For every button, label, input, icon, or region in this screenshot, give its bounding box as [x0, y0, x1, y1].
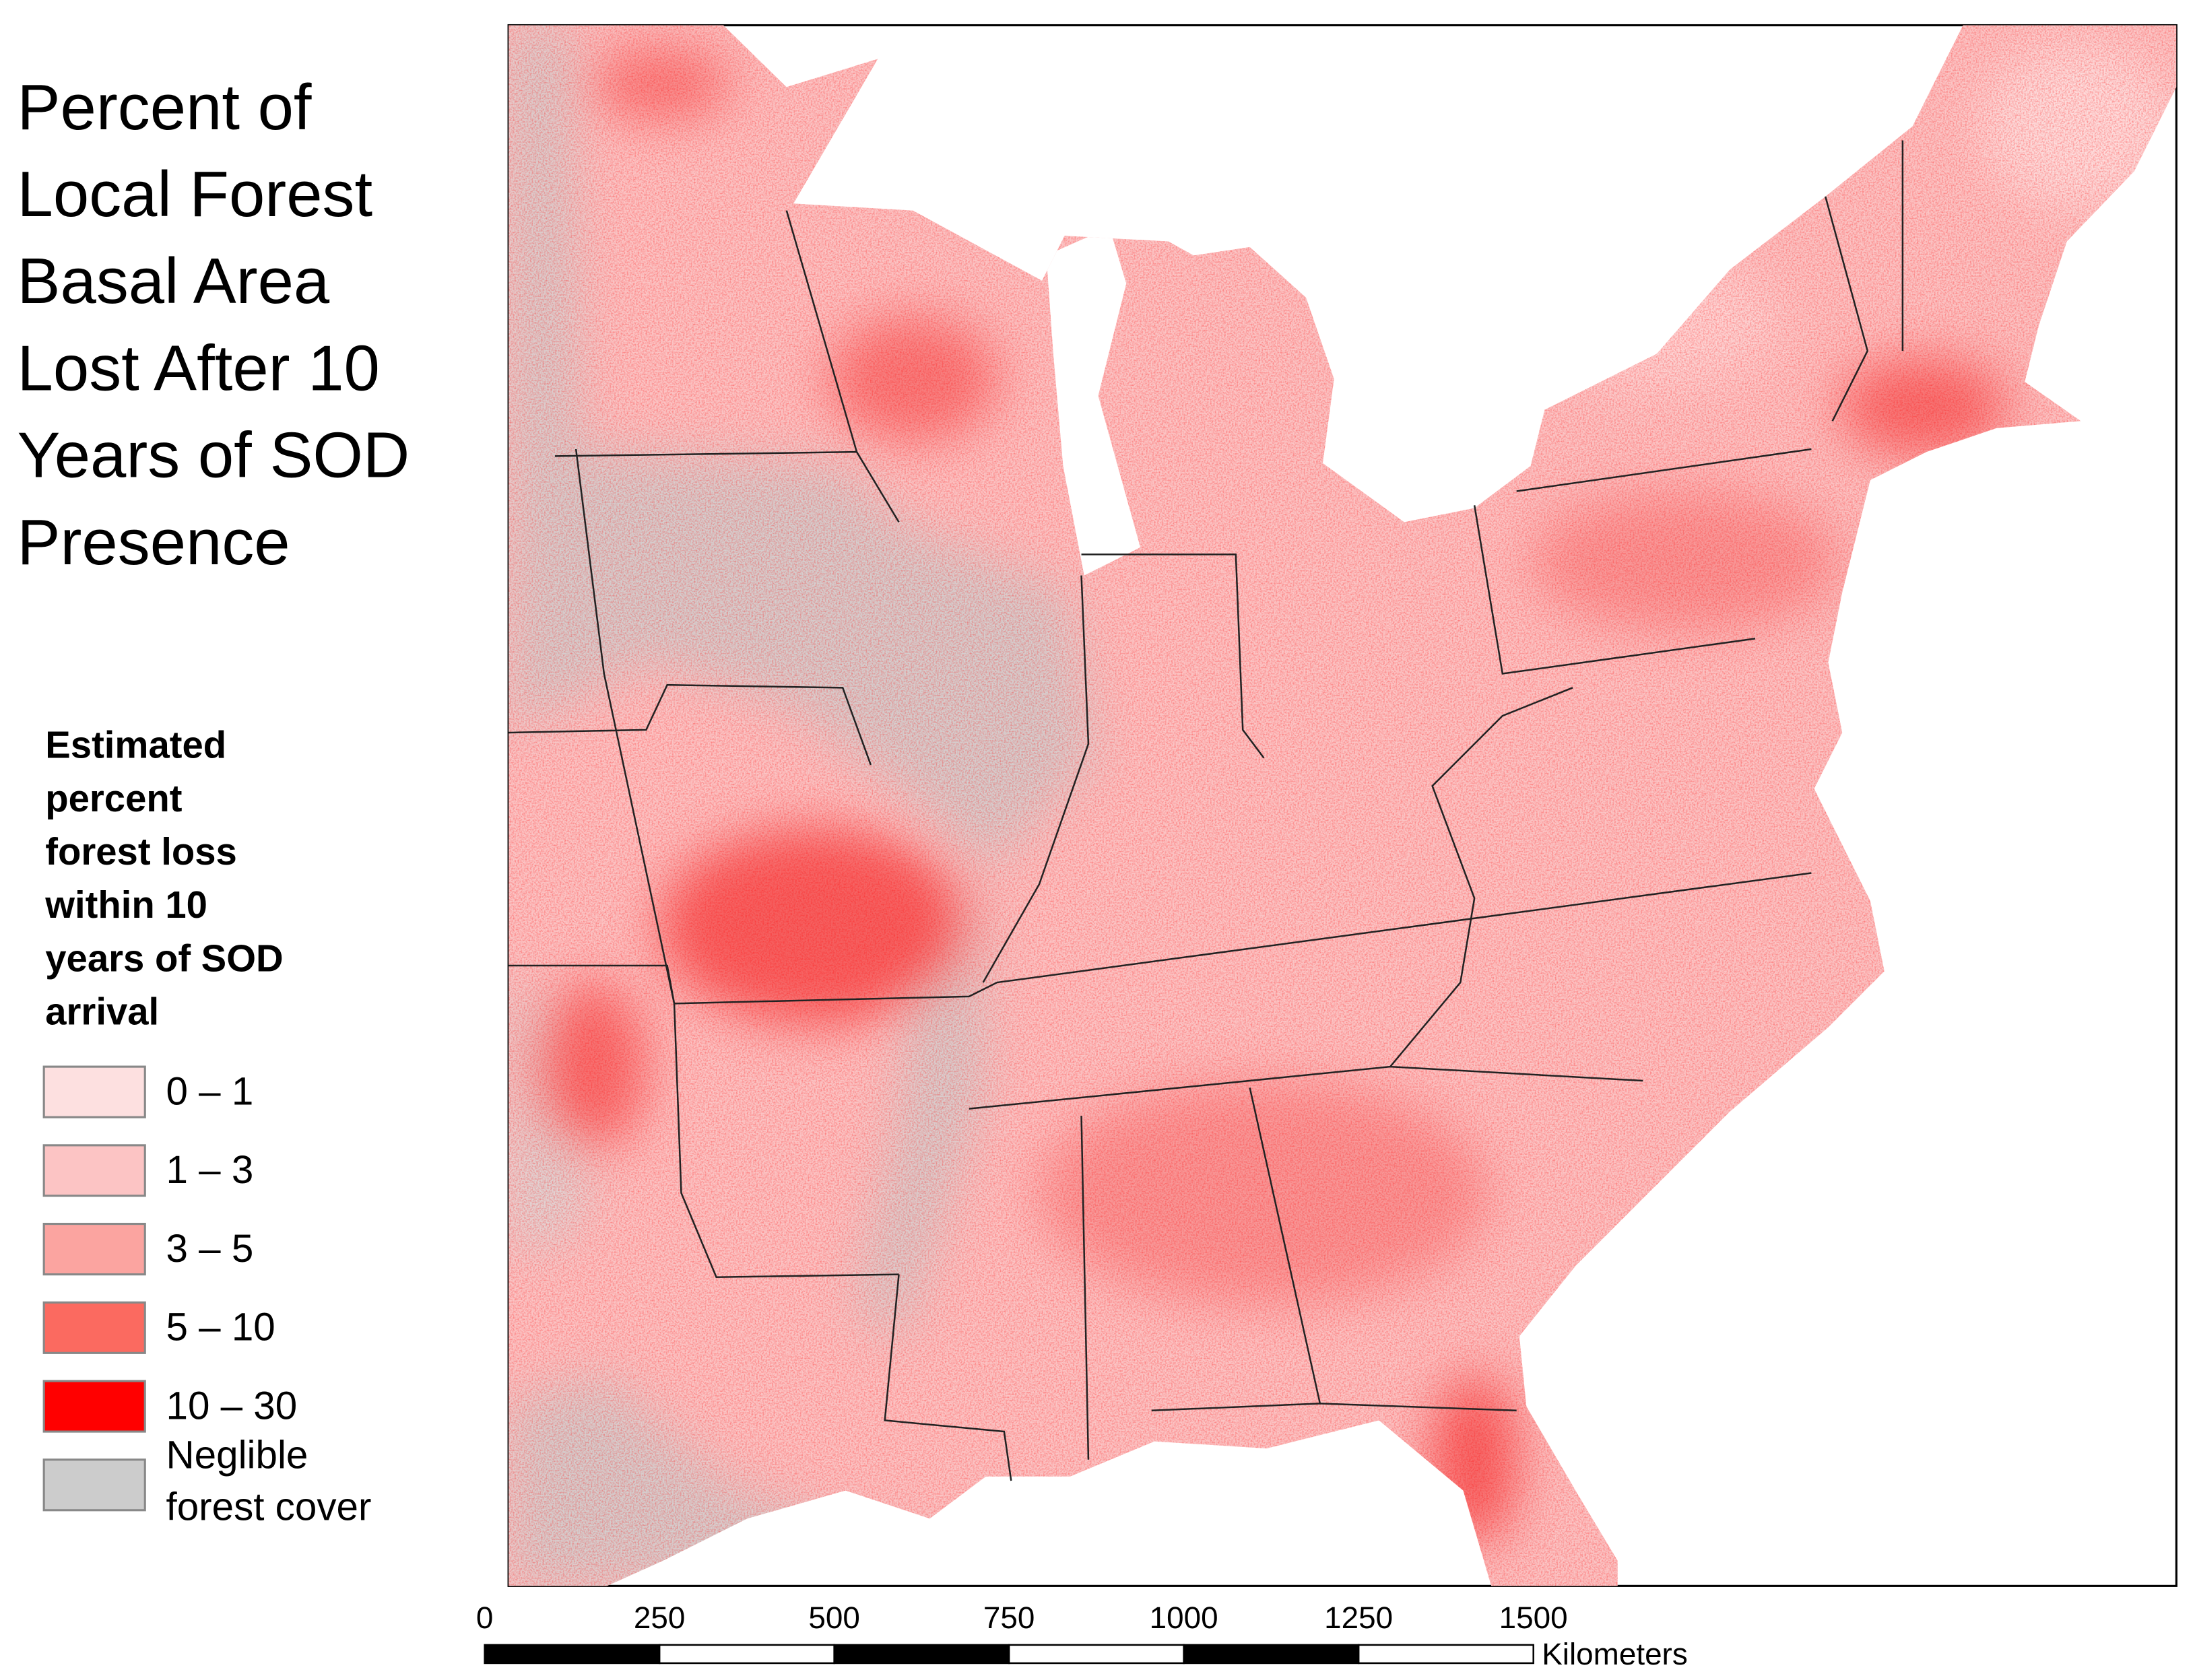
legend-title-line: Estimated	[45, 724, 226, 766]
legend-label: 10 – 30	[166, 1384, 298, 1427]
legend-title-line: forest loss	[45, 830, 237, 873]
scale-segment	[833, 1644, 1010, 1665]
title: Percent of Local Forest Basal Area Lost Aft…	[18, 71, 410, 578]
scale-segment	[484, 1644, 661, 1665]
scale-label: 750	[983, 1600, 1035, 1635]
legend-label: 0 – 1	[166, 1069, 254, 1113]
legend-swatch	[42, 1380, 146, 1433]
legend-title-line: years of SOD	[45, 937, 283, 979]
legend-swatch	[42, 1065, 146, 1118]
legend-label: Neglible	[166, 1433, 308, 1477]
title-line: Percent of	[18, 71, 312, 143]
scale-label: 250	[634, 1600, 686, 1635]
legend-swatch	[42, 1144, 146, 1197]
title-line: Local Forest	[18, 158, 373, 230]
lake-michigan	[1046, 227, 1141, 576]
scale-label: 1250	[1324, 1600, 1393, 1635]
title-line: Basal Area	[18, 245, 330, 317]
scale-segment	[1183, 1644, 1360, 1665]
legend-label: 1 – 3	[166, 1148, 254, 1192]
scale-label: 1000	[1150, 1600, 1218, 1635]
title-line: Presence	[18, 506, 290, 578]
legend-title-line: arrival	[45, 990, 159, 1033]
scale-label: 0	[476, 1600, 494, 1635]
scale-segment	[1357, 1644, 1534, 1665]
scale-segment	[658, 1644, 835, 1665]
legend-title-line: percent	[45, 777, 183, 819]
state-borders	[509, 140, 1904, 1481]
legend-label: forest cover	[166, 1485, 372, 1528]
legend-label: 5 – 10	[166, 1306, 275, 1349]
title-line: Years of SOD	[18, 419, 410, 492]
title-line: Lost After 10	[18, 332, 380, 404]
legend: Estimated percent forest loss within 10 year…	[42, 724, 372, 1528]
legend-label: 3 – 5	[166, 1227, 254, 1271]
legend-swatch	[42, 1301, 146, 1354]
legend-swatch	[42, 1458, 146, 1512]
scale-unit: Kilometers	[1542, 1636, 1688, 1671]
scale-label: 1500	[1499, 1600, 1568, 1635]
scale-segment	[1008, 1644, 1185, 1665]
legend-title-line: within 10	[44, 883, 207, 926]
scale-label: 500	[808, 1600, 859, 1635]
legend-swatch	[42, 1223, 146, 1276]
